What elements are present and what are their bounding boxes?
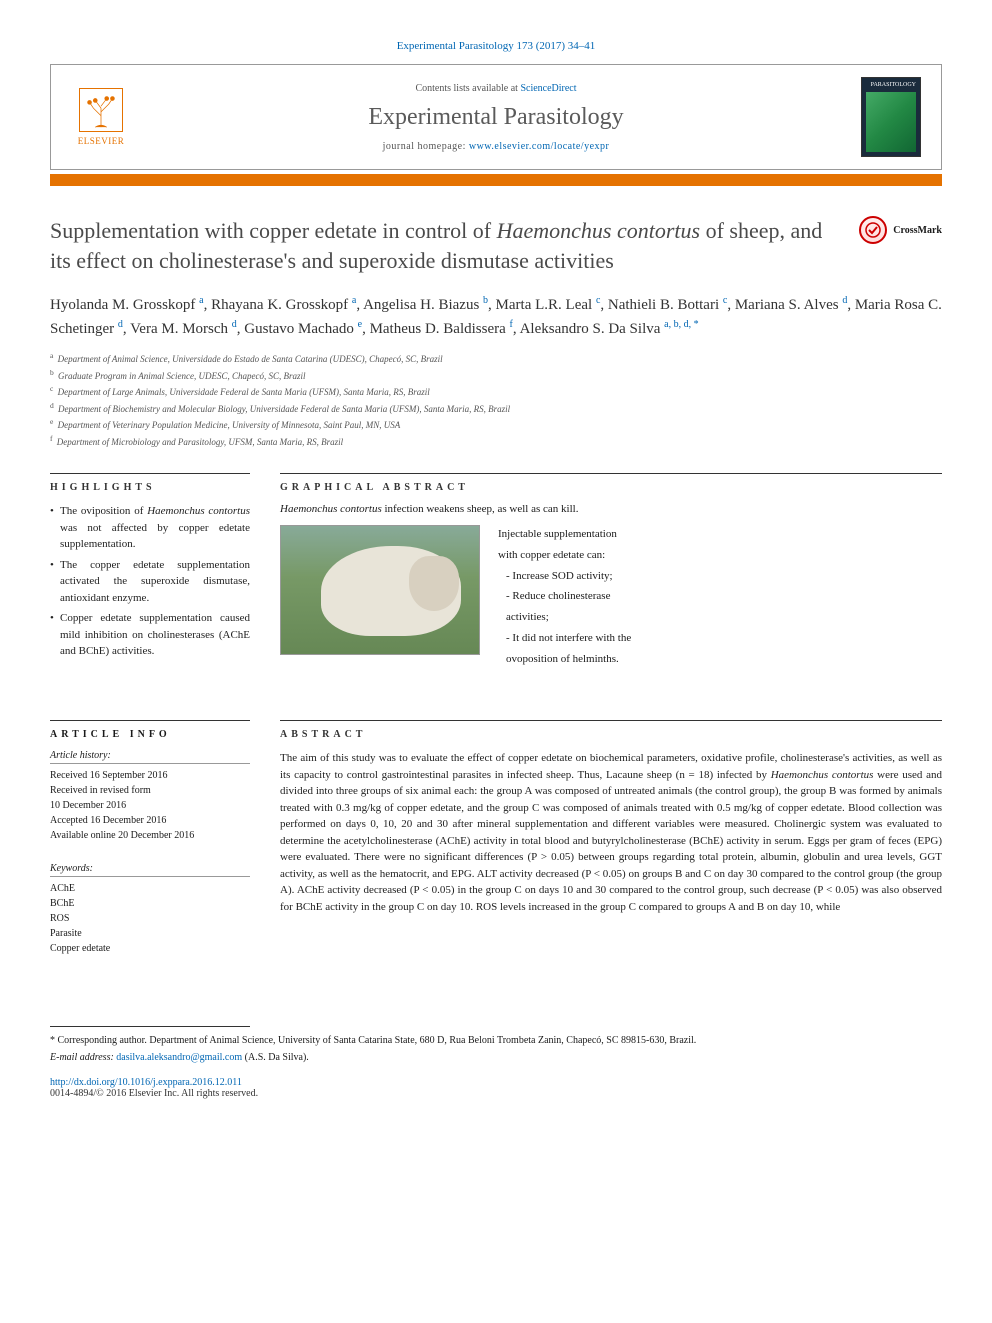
title-em: Haemonchus contortus (497, 218, 700, 243)
doi-link[interactable]: http://dx.doi.org/10.1016/j.exppara.2016… (50, 1077, 942, 1088)
history-line: 10 December 2016 (50, 798, 250, 813)
highlights-list: The oviposition of Haemonchus contortus … (50, 503, 250, 660)
sciencedirect-link[interactable]: ScienceDirect (520, 83, 576, 94)
ga-bullet: - Increase SOD activity; (498, 567, 631, 586)
highlight-item: The copper edetate supplementation activ… (50, 557, 250, 607)
keyword: BChE (50, 896, 250, 911)
elsevier-tree-icon (79, 88, 123, 132)
email-suffix: (A.S. Da Silva). (242, 1052, 309, 1063)
crossmark-icon (859, 216, 887, 244)
keyword: Parasite (50, 926, 250, 941)
keyword: ROS (50, 911, 250, 926)
ga-caption-em: Haemonchus contortus (280, 503, 382, 515)
journal-cover: PARASITOLOGY (861, 77, 921, 157)
article-info: ARTICLE INFO Article history: Received 1… (50, 720, 250, 956)
abstract-post: were used and divided into three groups … (280, 769, 942, 913)
author: Nathieli B. Bottari c (608, 297, 727, 313)
history-line: Accepted 16 December 2016 (50, 813, 250, 828)
author: Angelisa H. Biazus b (363, 297, 488, 313)
abstract-heading: ABSTRACT (280, 720, 942, 740)
elsevier-text: ELSEVIER (78, 136, 125, 146)
article-info-heading: ARTICLE INFO (50, 729, 250, 740)
homepage-line: journal homepage: www.elsevier.com/locat… (131, 141, 861, 152)
author: Hyolanda M. Grosskopf a (50, 297, 204, 313)
ga-text: Injectable supplementation with copper e… (498, 525, 631, 670)
affiliation: d Department of Biochemistry and Molecul… (50, 400, 942, 417)
ga-bullet: - It did not interfere with the (498, 629, 631, 648)
ga-bullet: - Reduce cholinesterase (498, 587, 631, 606)
author: Rhayana K. Grosskopf a (211, 297, 356, 313)
title-pre: Supplementation with copper edetate in c… (50, 218, 497, 243)
corresponding-author: * Corresponding author. Department of An… (50, 1033, 942, 1048)
ga-line: with copper edetate can: (498, 546, 631, 565)
authors-list: Hyolanda M. Grosskopf a, Rhayana K. Gros… (50, 293, 942, 340)
highlight-item: The oviposition of Haemonchus contortus … (50, 503, 250, 553)
ga-sheep-image (280, 525, 480, 655)
keywords-label: Keywords: (50, 863, 250, 877)
corresponding-email: E-mail address: dasilva.aleksandro@gmail… (50, 1050, 942, 1065)
history-line: Received 16 September 2016 (50, 768, 250, 783)
author: Vera M. Morsch d (130, 321, 237, 337)
author: Mariana S. Alves d (735, 297, 847, 313)
author: Marta L.R. Leal c (496, 297, 601, 313)
copyright: 0014-4894/© 2016 Elsevier Inc. All right… (50, 1088, 942, 1099)
history-line: Available online 20 December 2016 (50, 828, 250, 843)
affiliation: a Department of Animal Science, Universi… (50, 350, 942, 367)
email-label: E-mail address: (50, 1052, 114, 1063)
highlight-item: Copper edetate supplementation caused mi… (50, 610, 250, 660)
email-link[interactable]: dasilva.aleksandro@gmail.com (116, 1052, 242, 1063)
ga-caption-post: infection weakens sheep, as well as can … (382, 503, 579, 515)
abstract-text: The aim of this study was to evaluate th… (280, 750, 942, 915)
article-title: Supplementation with copper edetate in c… (50, 216, 859, 275)
graphical-abstract: Haemonchus contortus infection weakens s… (280, 503, 942, 670)
keyword: AChE (50, 881, 250, 896)
journal-name: Experimental Parasitology (131, 104, 861, 131)
cover-title: PARASITOLOGY (866, 82, 916, 88)
crossmark-widget[interactable]: CrossMark (859, 216, 942, 244)
ga-bullet: activities; (498, 608, 631, 627)
author: Gustavo Machado e (244, 321, 362, 337)
homepage-prefix: journal homepage: (383, 141, 469, 152)
ga-caption: Haemonchus contortus infection weakens s… (280, 503, 942, 515)
ga-line: Injectable supplementation (498, 525, 631, 544)
author: Aleksandro S. Da Silva a, b, d, * (520, 321, 699, 337)
crossmark-label: CrossMark (893, 225, 942, 236)
ga-bullet: ovoposition of helminths. (498, 650, 631, 669)
highlights-heading: HIGHLIGHTS (50, 473, 250, 493)
history-line: Received in revised form (50, 783, 250, 798)
affiliation: f Department of Microbiology and Parasit… (50, 433, 942, 450)
footer-separator (50, 1026, 250, 1027)
contents-available: Contents lists available at ScienceDirec… (131, 83, 861, 94)
cover-image (866, 92, 916, 152)
top-citation: Experimental Parasitology 173 (2017) 34–… (50, 40, 942, 52)
affiliations-list: a Department of Animal Science, Universi… (50, 350, 942, 449)
abstract-em: Haemonchus contortus (771, 769, 874, 781)
graphical-abstract-heading: GRAPHICAL ABSTRACT (280, 473, 942, 493)
affiliation: c Department of Large Animals, Universid… (50, 383, 942, 400)
article-history: Received 16 September 2016Received in re… (50, 768, 250, 843)
article-history-label: Article history: (50, 750, 250, 764)
orange-divider (50, 174, 942, 186)
affiliation: e Department of Veterinary Population Me… (50, 416, 942, 433)
contents-prefix: Contents lists available at (415, 83, 520, 94)
keywords-list: AChEBChEROSParasiteCopper edetate (50, 881, 250, 956)
author: Matheus D. Baldissera f (370, 321, 513, 337)
homepage-link[interactable]: www.elsevier.com/locate/yexpr (469, 141, 609, 152)
keyword: Copper edetate (50, 941, 250, 956)
affiliation: b Graduate Program in Animal Science, UD… (50, 367, 942, 384)
elsevier-logo: ELSEVIER (71, 88, 131, 146)
journal-header: ELSEVIER Contents lists available at Sci… (50, 64, 942, 170)
